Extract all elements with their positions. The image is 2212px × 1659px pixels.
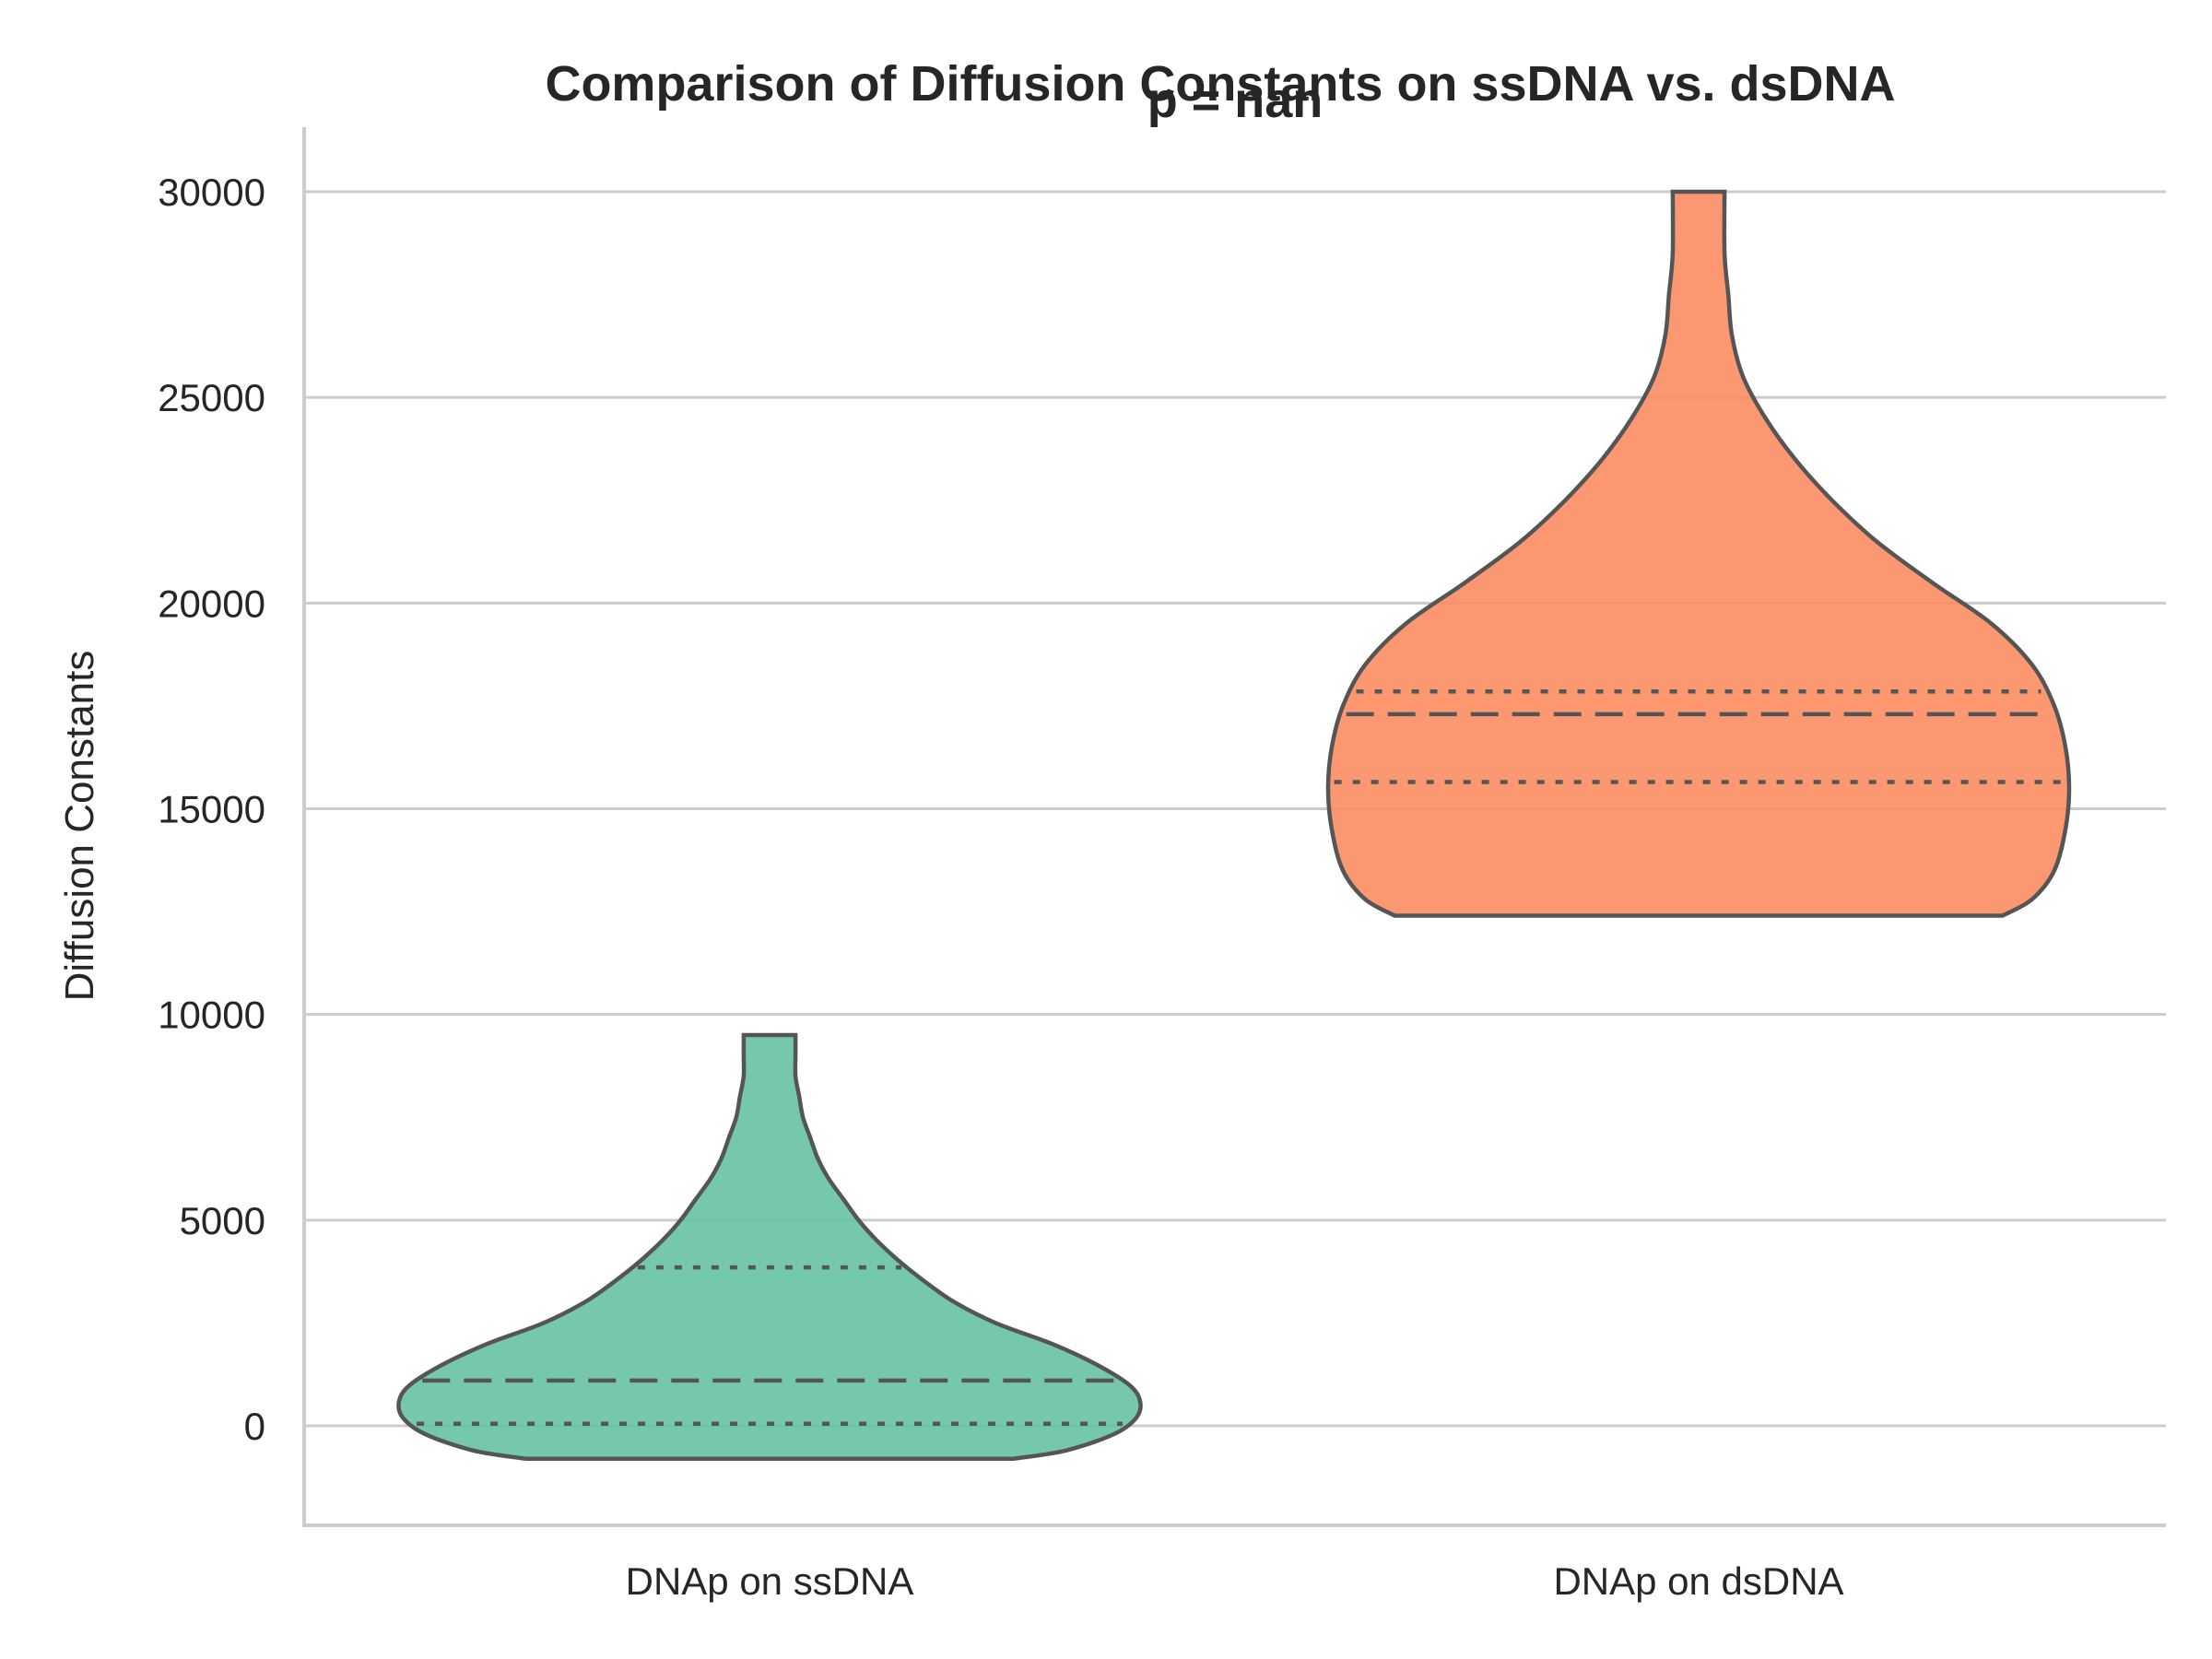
y-axis-label: Diffusion Constants: [57, 651, 102, 1002]
y-tick-label-10000: 10000: [158, 994, 265, 1037]
y-tick-labels: 0 5000 10000 15000 20000 25000 30000: [158, 171, 265, 1448]
y-tick-label-30000: 30000: [158, 171, 265, 214]
x-tick-label-2: DNAp on dsDNA: [1553, 1559, 1843, 1603]
axes-spines: [302, 127, 2166, 1527]
y-tick-label-5000: 5000: [180, 1199, 265, 1242]
gridlines: [304, 190, 2166, 1428]
chart-title: Comparison of Diffusion Constants on ssD…: [545, 56, 1895, 112]
violin-body-2: [1325, 189, 2072, 918]
chart-subtitle: p = nan: [1147, 73, 1324, 128]
x-tick-label-1: DNAp on ssDNA: [626, 1559, 914, 1603]
violin-body-1: [396, 1032, 1143, 1461]
violins: [396, 189, 2072, 1461]
y-tick-label-0: 0: [244, 1405, 265, 1448]
y-tick-label-25000: 25000: [158, 376, 265, 419]
x-tick-labels: DNAp on ssDNA DNAp on dsDNA: [626, 1559, 1844, 1603]
y-tick-label-20000: 20000: [158, 582, 265, 625]
y-tick-label-15000: 15000: [158, 788, 265, 831]
